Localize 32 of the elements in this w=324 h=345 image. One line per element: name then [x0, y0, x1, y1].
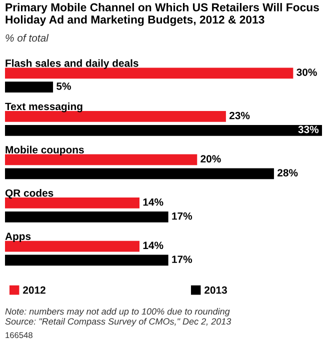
data-label: 17%	[172, 256, 192, 263]
legend-label: 2012	[23, 286, 46, 294]
data-label: 20%	[200, 155, 221, 163]
bar	[5, 240, 140, 252]
data-label: 33%	[298, 126, 319, 134]
data-label: 5%	[56, 82, 71, 90]
bar	[5, 168, 274, 180]
chart-subtitle: % of total	[6, 34, 49, 42]
bar	[5, 68, 294, 79]
y-tick-label: QR codes	[5, 189, 54, 199]
data-label: 30%	[296, 68, 317, 76]
bar	[5, 154, 198, 166]
bar	[5, 254, 168, 266]
source-note: Source: "Retail Compass Survey of CMOs," Dec 2, 2013	[5, 318, 232, 326]
bar	[5, 198, 140, 208]
y-tick-label: Flash sales and daily deals	[6, 59, 138, 69]
bar	[5, 124, 322, 136]
y-tick-label: Mobile coupons	[6, 146, 84, 156]
y-tick-label: Apps	[5, 232, 31, 242]
bar	[5, 212, 168, 222]
text: Note: numbers may not add up to 100% due to rounding	[5, 308, 230, 316]
bar	[5, 82, 54, 93]
data-label: 23%	[229, 112, 250, 120]
data-label: 28%	[278, 169, 298, 176]
chart-title: Primary Mobile Channel on Which US Retailers Will Focus Holiday Ad and Marketing Budgets, 2012 & 2013	[6, 3, 319, 26]
data-label: 14%	[143, 198, 164, 206]
data-label: 17%	[172, 212, 192, 220]
bar	[5, 110, 226, 122]
data-label: 14%	[143, 242, 164, 250]
y-tick-label: Text messaging	[5, 102, 82, 112]
legend-label: 2013	[204, 286, 227, 294]
text: 166548	[6, 332, 32, 338]
